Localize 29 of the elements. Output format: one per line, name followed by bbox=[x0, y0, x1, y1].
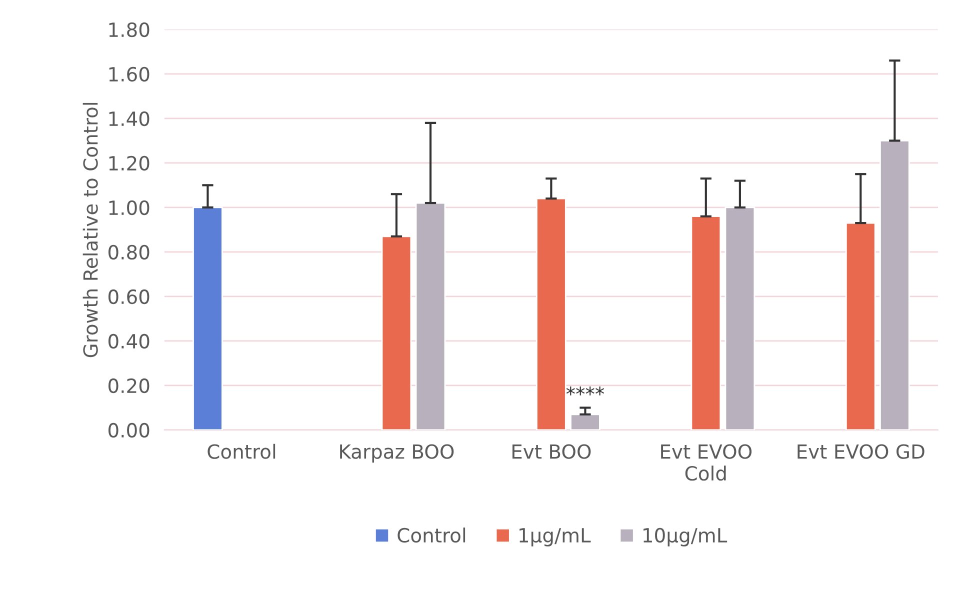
y-tick-label: 0.20 bbox=[108, 378, 150, 394]
legend-label: 10µg/mL bbox=[644, 528, 728, 546]
y-tick-label: 1.00 bbox=[109, 200, 150, 216]
y-tick-label: 0.80 bbox=[108, 244, 150, 260]
legend-label: 1µg/mL bbox=[520, 528, 591, 546]
x-tick-label: Evt EVOO GD bbox=[798, 444, 924, 459]
bar bbox=[381, 236, 412, 430]
bar bbox=[690, 216, 722, 430]
y-tick-label: 1.20 bbox=[109, 156, 150, 171]
bar bbox=[536, 198, 566, 430]
bar bbox=[192, 206, 223, 430]
annotation: **** bbox=[566, 386, 604, 396]
y-tick-label: 1.40 bbox=[109, 111, 150, 126]
bar bbox=[724, 206, 756, 430]
bar bbox=[880, 140, 910, 430]
x-tick-label: Control bbox=[208, 444, 276, 459]
legend-label: Control bbox=[398, 528, 466, 543]
y-tick-label: 1.80 bbox=[109, 22, 150, 38]
y-tick-label: 1.60 bbox=[109, 66, 150, 82]
x-tick-label: Evt BOO bbox=[512, 444, 591, 459]
y-tick-label: 0.40 bbox=[108, 334, 150, 349]
y-tick-label: 0.60 bbox=[108, 289, 150, 304]
bar bbox=[845, 222, 876, 430]
x-tick-label: Evt EVOO Cold bbox=[661, 444, 752, 481]
bar bbox=[570, 414, 600, 430]
x-tick-label: Karpaz BOO bbox=[340, 444, 454, 463]
y-axis-title: Growth Relative to Control bbox=[82, 102, 98, 358]
bar bbox=[415, 202, 446, 430]
y-tick-label: 0.00 bbox=[108, 422, 150, 438]
